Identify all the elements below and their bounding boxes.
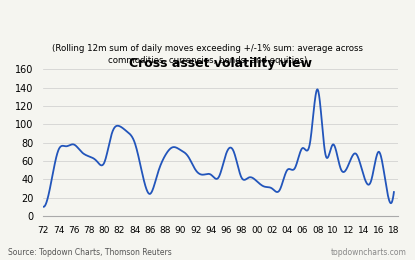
Title: Cross asset volatility view: Cross asset volatility view [129, 57, 312, 70]
Text: Source: Topdown Charts, Thomson Reuters: Source: Topdown Charts, Thomson Reuters [8, 248, 172, 257]
Text: (Rolling 12m sum of daily moves exceeding +/-1% sum: average across
commodities,: (Rolling 12m sum of daily moves exceedin… [52, 44, 363, 65]
Text: topdowncharts.com: topdowncharts.com [331, 248, 407, 257]
